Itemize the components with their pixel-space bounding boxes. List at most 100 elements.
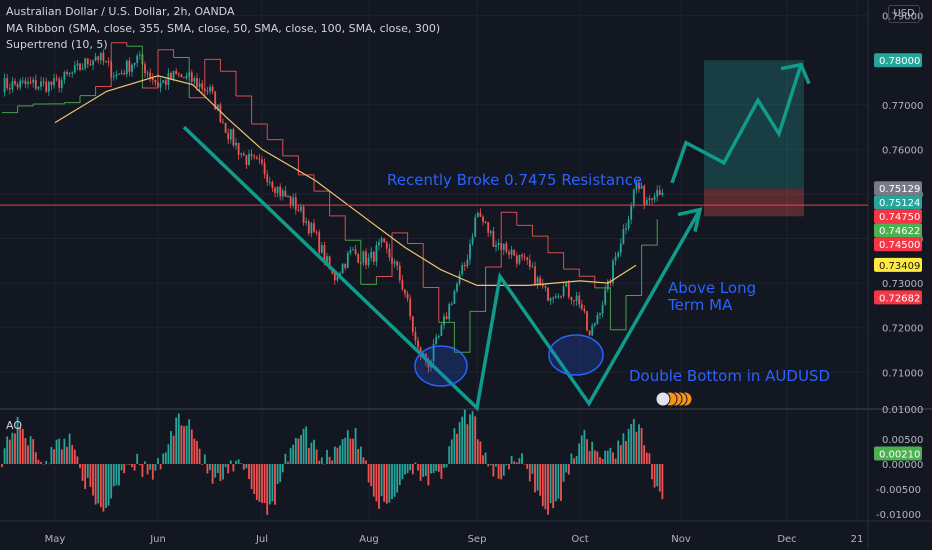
ao-bar — [198, 448, 201, 464]
candle-body — [398, 265, 401, 281]
candle-body — [34, 79, 37, 89]
candle-body — [71, 72, 74, 74]
candle-body — [606, 280, 609, 290]
candle-body — [305, 221, 308, 223]
ao-bar — [209, 464, 211, 471]
x-tick-label: Sep — [468, 534, 487, 545]
candle-body — [469, 243, 471, 260]
currency-button[interactable]: USD — [888, 5, 920, 23]
ao-bar — [651, 464, 653, 480]
ao-bar — [596, 451, 599, 464]
ao-bar — [575, 455, 578, 464]
ao-bar — [222, 464, 224, 480]
candle-body — [3, 78, 6, 93]
ao-bar — [453, 428, 456, 464]
candle-body — [528, 259, 531, 267]
y-tick-label: 0.76000 — [882, 145, 923, 156]
ao-bar — [606, 450, 609, 464]
ao-bar — [58, 438, 61, 464]
candle-body — [118, 73, 120, 75]
ao-bar — [68, 433, 71, 464]
ao-bar — [320, 457, 323, 464]
ao-bar — [107, 464, 110, 506]
candle-body — [159, 82, 162, 88]
ao-bar — [237, 459, 240, 464]
ao-bar — [211, 464, 214, 484]
overlay: Recently Broke 0.7475 Resistance Above Lo… — [0, 60, 868, 412]
candle-body — [60, 80, 63, 88]
supertrend-line — [298, 174, 315, 192]
ma-ribbon-legend[interactable]: MA Ribbon (SMA, close, 355, SMA, close, … — [6, 22, 441, 35]
candle-body — [11, 81, 14, 90]
ao-bar — [541, 464, 544, 507]
ao-bar — [53, 449, 55, 464]
ao-bar — [357, 449, 360, 464]
supertrend-legend[interactable]: Supertrend (10, 5) — [6, 38, 108, 51]
ao-bar — [391, 464, 393, 500]
candle-body — [21, 80, 24, 82]
ao-bar — [279, 464, 282, 483]
ao-bar — [42, 463, 45, 465]
ao-bar — [362, 457, 365, 464]
ao-bar — [196, 440, 198, 464]
ao-bar — [99, 464, 102, 508]
supertrend-line — [532, 235, 549, 253]
supertrend-line — [501, 211, 518, 226]
ao-bar — [661, 464, 664, 500]
supertrend-line — [407, 243, 424, 288]
ao-bar — [183, 426, 185, 464]
ao-bar — [89, 464, 92, 487]
ao-bar — [411, 464, 414, 475]
price-label-bg — [874, 195, 922, 210]
ao-bar — [570, 453, 573, 464]
ao-bar — [102, 464, 105, 512]
price-label-text: 0.73409 — [879, 261, 920, 272]
y-tick-label: 0.79000 — [882, 12, 923, 23]
ao-y-tick-label: 0.00500 — [882, 435, 923, 446]
candle-body — [341, 263, 344, 274]
ao-bar — [406, 464, 409, 474]
ao-bar — [656, 464, 659, 487]
ao-bar — [567, 464, 570, 475]
supertrend-line — [204, 58, 221, 72]
candle-body — [497, 243, 500, 246]
candle-body — [89, 64, 92, 66]
candle-body — [8, 88, 11, 90]
supertrend-line — [220, 70, 237, 97]
candle-body — [617, 252, 620, 257]
candle-body — [24, 80, 27, 85]
candle-body — [115, 74, 118, 77]
candle-body — [300, 206, 302, 211]
candle-body — [151, 77, 154, 81]
candle-body — [136, 55, 139, 63]
ao-bar — [313, 439, 315, 464]
ao-bar — [151, 464, 154, 480]
ao-bar — [383, 464, 386, 502]
ao-bar — [118, 464, 120, 486]
y-tick-label: 0.77000 — [882, 101, 923, 112]
ao-legend[interactable]: AO — [6, 419, 22, 432]
ao-bar — [131, 464, 133, 468]
ao-bar — [531, 464, 534, 474]
ao-bar — [105, 464, 107, 509]
ao-bar — [549, 464, 552, 504]
ao-bar — [339, 445, 341, 464]
ao-bar — [510, 455, 513, 464]
ao-bar — [21, 428, 24, 464]
ao-bar — [492, 464, 495, 477]
candle-body — [53, 78, 55, 86]
ao-bar — [479, 441, 482, 464]
ao-bar — [401, 464, 404, 480]
ao-bar — [547, 464, 549, 515]
candle-body — [245, 155, 248, 165]
ao-bar — [94, 464, 97, 505]
ao-bar — [565, 464, 568, 473]
ao-bar — [71, 444, 74, 464]
ao-bar — [307, 447, 310, 464]
candle-body — [362, 251, 365, 263]
candle-body — [92, 60, 94, 65]
candle-body — [146, 72, 149, 74]
candle-body — [401, 280, 404, 290]
ao-bar — [19, 426, 22, 464]
